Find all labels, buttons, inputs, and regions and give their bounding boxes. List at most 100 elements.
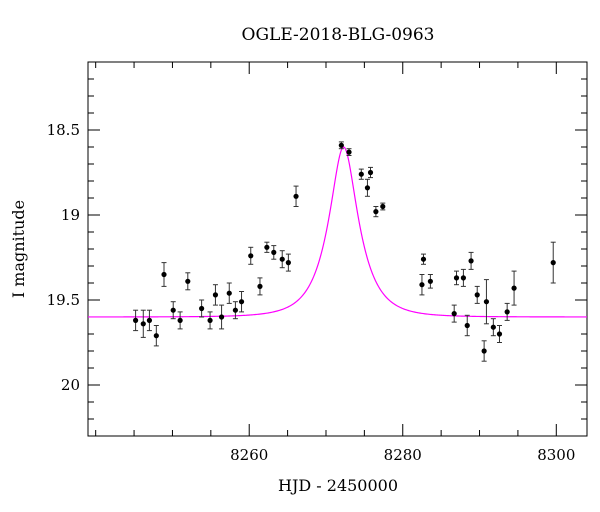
data-marker (483, 299, 490, 305)
data-point (481, 340, 487, 362)
axis-tick-labels: 8260 8280 8300 18.5 19 19.5 20 (47, 121, 576, 464)
data-marker (504, 309, 510, 315)
data-point (373, 206, 379, 218)
data-marker (427, 278, 433, 284)
data-marker (248, 253, 254, 259)
data-marker (257, 283, 263, 289)
data-point (232, 301, 238, 320)
data-point (153, 325, 159, 347)
data-point (293, 185, 299, 207)
data-marker (177, 317, 183, 323)
data-point (161, 262, 167, 287)
data-marker (185, 278, 191, 284)
data-marker (238, 299, 245, 305)
data-point (185, 272, 191, 291)
data-marker (212, 292, 219, 298)
data-point (212, 284, 219, 306)
data-marker (232, 307, 238, 313)
data-marker (511, 285, 517, 291)
data-point (146, 309, 153, 332)
data-marker (226, 290, 232, 296)
data-marker (364, 185, 371, 191)
data-marker (264, 244, 270, 250)
x-tick-label: 8260 (230, 446, 268, 464)
data-marker (140, 321, 146, 327)
data-point (140, 309, 146, 338)
data-marker (132, 317, 139, 323)
data-marker (170, 307, 176, 313)
data-point (490, 318, 496, 337)
x-axis-label: HJD - 2450000 (278, 476, 398, 495)
data-marker (453, 275, 460, 281)
data-point (132, 309, 139, 332)
data-point (264, 241, 270, 253)
axis-ticks (88, 61, 587, 437)
y-tick-label: 19.5 (47, 291, 80, 309)
data-marker (373, 209, 379, 215)
y-tick-label: 20 (61, 376, 80, 394)
data-point (271, 245, 277, 260)
data-point (248, 246, 254, 265)
y-axis-label: I magnitude (9, 200, 28, 298)
data-point (420, 253, 427, 265)
data-point (338, 141, 344, 150)
data-marker (146, 317, 153, 323)
data-point (511, 270, 517, 306)
data-point (483, 279, 490, 325)
data-point (346, 148, 352, 156)
x-tick-label: 8280 (384, 446, 422, 464)
data-points (132, 141, 556, 362)
data-marker (419, 282, 425, 288)
data-point (257, 277, 263, 296)
data-marker (367, 169, 374, 176)
data-marker (218, 314, 225, 320)
data-point (419, 274, 425, 296)
data-point (453, 270, 460, 286)
plot-frame (87, 61, 588, 437)
data-point (504, 302, 510, 321)
data-marker (338, 142, 344, 148)
data-point (474, 285, 480, 304)
data-marker (460, 275, 467, 281)
data-point (199, 299, 205, 318)
data-marker (420, 256, 427, 262)
data-marker (199, 305, 205, 312)
data-marker (550, 260, 556, 266)
y-tick-label: 19 (61, 206, 80, 224)
data-point (496, 325, 503, 343)
data-point (460, 268, 467, 287)
data-point (170, 301, 176, 320)
data-marker (153, 333, 159, 339)
data-point (177, 311, 183, 330)
data-point (285, 253, 291, 272)
data-marker (490, 324, 496, 330)
data-marker (285, 260, 291, 266)
data-marker (293, 193, 299, 199)
data-point (218, 304, 225, 330)
data-point (226, 282, 232, 304)
data-point (464, 314, 470, 337)
data-point (427, 274, 433, 289)
model-curve (88, 146, 587, 318)
data-point (367, 166, 374, 179)
data-marker (271, 249, 277, 255)
data-point (451, 304, 457, 323)
data-point (358, 168, 364, 180)
data-marker (279, 256, 285, 262)
data-point (550, 241, 556, 284)
x-tick-label: 8300 (537, 446, 575, 464)
y-tick-label: 18.5 (47, 121, 80, 139)
data-marker (464, 322, 470, 329)
chart-title: OGLE-2018-BLG-0963 (242, 25, 435, 45)
data-marker (380, 203, 386, 210)
data-point (279, 250, 285, 269)
data-marker (161, 271, 167, 278)
data-marker (481, 348, 487, 354)
data-marker (468, 258, 474, 264)
data-marker (207, 317, 213, 323)
data-marker (358, 171, 364, 177)
data-marker (346, 149, 352, 155)
data-point (364, 178, 371, 197)
data-point (468, 251, 474, 270)
data-point (207, 311, 213, 330)
